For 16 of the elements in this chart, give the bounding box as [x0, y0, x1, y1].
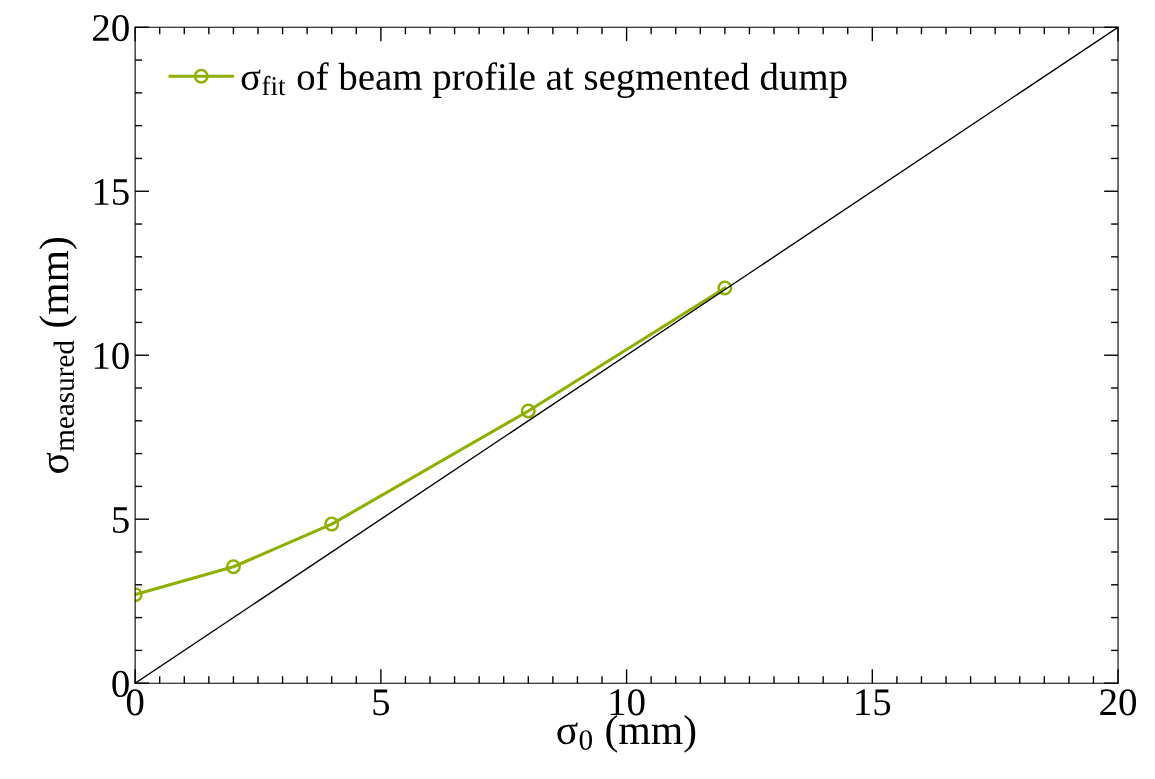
- point: [717, 280, 733, 296]
- y-tick-label: 20: [93, 14, 129, 42]
- x-tick-label: 20: [1100, 689, 1136, 716]
- x-tick-label: 10: [610, 689, 645, 716]
- point: [520, 403, 536, 419]
- y-tick-label: 10: [94, 342, 129, 370]
- y-axis-title: σ$_{measured}$ (mm): [39, 237, 77, 474]
- x-tick-label: 5: [373, 689, 390, 716]
- y-tick-label: 15: [94, 179, 129, 206]
- point: [324, 516, 340, 532]
- x-tick-label: 15: [856, 689, 891, 716]
- legend-label: σ$_{fit}$ of beam profile at segmented dump: [241, 62, 847, 99]
- y-tick-label: 5: [113, 507, 129, 534]
- point: [225, 559, 241, 575]
- x-axis-title: σ$_{0}$ (mm): [557, 714, 696, 753]
- y-tick-label: 0: [112, 670, 129, 698]
